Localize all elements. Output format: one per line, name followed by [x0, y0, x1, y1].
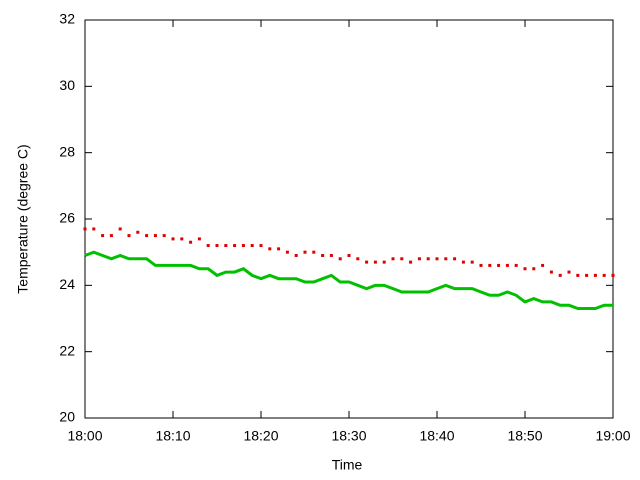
x-axis-label: Time — [332, 457, 363, 473]
data-point — [118, 227, 122, 231]
y-tick-label: 22 — [59, 342, 75, 358]
data-point — [338, 257, 342, 261]
data-point — [541, 263, 545, 267]
x-tick-label: 18:30 — [331, 428, 366, 444]
data-point — [294, 253, 298, 257]
data-point — [488, 263, 492, 267]
x-tick-label: 18:10 — [155, 428, 190, 444]
x-tick-label: 18:20 — [243, 428, 278, 444]
x-tick-label: 18:40 — [419, 428, 454, 444]
y-tick-label: 32 — [59, 11, 75, 27]
data-point — [567, 270, 571, 274]
data-point — [127, 234, 131, 238]
data-point — [382, 260, 386, 264]
data-point — [479, 263, 483, 267]
data-point — [523, 267, 527, 271]
x-tick-label: 19:00 — [595, 428, 630, 444]
data-point — [153, 234, 157, 238]
data-point — [585, 273, 589, 277]
data-point — [312, 250, 316, 254]
data-point — [250, 244, 254, 248]
data-point — [611, 273, 615, 277]
data-line — [84, 250, 613, 311]
data-point — [145, 234, 149, 238]
data-point — [461, 260, 465, 264]
data-point — [576, 273, 580, 277]
data-point — [268, 247, 272, 251]
x-tick-label: 18:00 — [67, 428, 102, 444]
y-tick-label: 28 — [59, 143, 75, 159]
data-point — [365, 260, 369, 264]
data-point — [109, 234, 113, 238]
data-point — [417, 257, 421, 261]
data-point — [602, 273, 606, 277]
data-point — [180, 237, 184, 241]
y-tick-label: 30 — [59, 77, 75, 93]
data-point — [329, 253, 333, 257]
y-tick-label: 24 — [59, 276, 75, 292]
x-tick-label: 18:50 — [507, 428, 542, 444]
data-point — [259, 244, 263, 248]
data-point — [136, 230, 140, 234]
data-point — [391, 257, 395, 261]
data-point — [549, 270, 553, 274]
data-point — [92, 227, 96, 231]
data-point — [233, 244, 237, 248]
data-point — [241, 244, 245, 248]
data-point — [593, 273, 597, 277]
data-point — [453, 257, 457, 261]
data-point — [189, 240, 193, 244]
data-point — [444, 257, 448, 261]
plot-border — [84, 19, 614, 419]
data-point — [400, 257, 404, 261]
data-point — [321, 253, 325, 257]
data-point — [373, 260, 377, 264]
data-point — [426, 257, 430, 261]
data-point — [101, 234, 105, 238]
data-point — [285, 250, 289, 254]
data-point — [347, 253, 351, 257]
data-point — [505, 263, 509, 267]
y-tick-label: 20 — [59, 409, 75, 425]
data-point — [497, 263, 501, 267]
data-point — [435, 257, 439, 261]
data-point — [470, 260, 474, 264]
y-axis-label: Temperature (degree C) — [15, 144, 31, 293]
data-point — [162, 234, 166, 238]
data-point — [277, 247, 281, 251]
data-point — [206, 244, 210, 248]
data-point — [514, 263, 518, 267]
data-point — [356, 257, 360, 261]
data-point — [197, 237, 201, 241]
data-point — [215, 244, 219, 248]
data-point — [532, 267, 536, 271]
data-point — [83, 227, 87, 231]
data-point — [224, 244, 228, 248]
data-point — [171, 237, 175, 241]
data-point — [558, 273, 562, 277]
data-point — [409, 260, 413, 264]
data-point — [303, 250, 307, 254]
y-tick-label: 26 — [59, 210, 75, 226]
